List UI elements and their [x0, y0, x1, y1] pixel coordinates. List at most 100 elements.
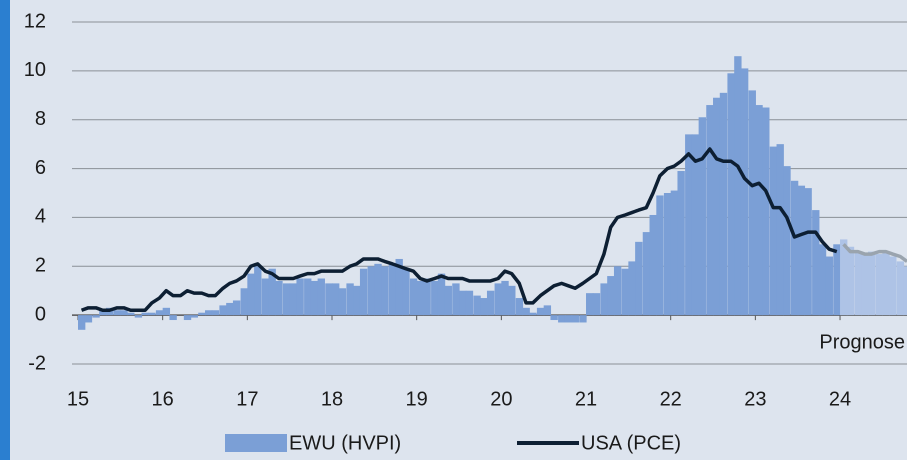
legend-label: EWU (HVPI) — [289, 432, 401, 454]
bar — [903, 266, 907, 316]
bar — [748, 90, 756, 316]
bar — [564, 315, 573, 323]
bar — [740, 68, 749, 316]
y-tick-label: 8 — [35, 108, 46, 130]
bar — [402, 268, 410, 316]
bar — [840, 239, 848, 316]
legend-label: USA (PCE) — [581, 432, 681, 454]
bar — [465, 290, 474, 316]
bar — [247, 273, 255, 316]
bar — [854, 251, 862, 316]
bar — [698, 117, 706, 316]
bar — [812, 210, 820, 316]
bar — [635, 241, 643, 316]
bar — [875, 254, 883, 316]
bar — [437, 273, 446, 316]
bar — [818, 244, 827, 316]
bar — [282, 283, 291, 316]
bar — [134, 315, 143, 318]
bar — [388, 263, 397, 316]
x-tick-label: 19 — [406, 388, 428, 410]
bar — [571, 315, 579, 323]
bar — [501, 280, 509, 316]
bar — [649, 214, 657, 316]
bar — [529, 312, 537, 316]
bar — [896, 261, 905, 316]
bar — [783, 166, 791, 316]
bar — [359, 268, 368, 316]
y-tick-label: 10 — [24, 59, 46, 81]
x-tick-label: 16 — [152, 388, 174, 410]
x-tick-label: 24 — [829, 388, 851, 410]
bar — [804, 188, 812, 316]
bar — [685, 134, 693, 316]
bar — [769, 146, 778, 316]
bar — [592, 293, 601, 316]
bar — [127, 312, 135, 316]
bar — [155, 310, 164, 316]
bar — [325, 283, 333, 316]
bar — [226, 302, 234, 316]
x-tick-label: 20 — [490, 388, 512, 410]
bar — [543, 305, 552, 316]
bar — [459, 290, 467, 316]
x-tick-label: 17 — [236, 388, 258, 410]
y-tick-label: 0 — [35, 303, 46, 325]
bar — [790, 180, 799, 316]
bar — [656, 195, 664, 316]
bar — [261, 278, 270, 316]
y-tick-label: 4 — [35, 206, 46, 228]
bar — [381, 266, 389, 316]
bar — [113, 310, 121, 316]
bar — [558, 315, 566, 323]
bar — [275, 280, 283, 316]
bar — [677, 171, 685, 316]
bar — [861, 254, 869, 316]
bar — [452, 283, 460, 316]
bar — [762, 107, 770, 316]
bar — [431, 280, 439, 316]
bar — [579, 315, 587, 323]
bar — [211, 310, 220, 316]
bar — [409, 278, 418, 316]
bar — [296, 278, 304, 316]
annotation: Prognose — [819, 331, 905, 353]
bar — [713, 97, 721, 316]
y-tick-label: 12 — [24, 10, 46, 32]
bar — [205, 310, 213, 316]
bar — [734, 56, 742, 316]
bar — [148, 312, 156, 316]
bar — [691, 134, 700, 316]
bar — [183, 315, 192, 321]
bar — [480, 298, 488, 316]
x-tick-label: 21 — [575, 388, 597, 410]
bar — [706, 105, 714, 316]
legend-swatch — [225, 434, 287, 452]
bar — [727, 73, 735, 316]
bar — [825, 256, 833, 316]
forecast-line — [842, 243, 907, 263]
bar — [304, 278, 312, 316]
x-tick-label: 15 — [67, 388, 89, 410]
bar — [536, 307, 545, 316]
bar — [190, 315, 198, 318]
bar — [444, 285, 452, 316]
y-tick-label: 2 — [35, 255, 46, 277]
bar — [508, 285, 516, 316]
bar — [473, 295, 481, 316]
bar — [353, 285, 361, 316]
side-stripe — [0, 0, 10, 460]
bar — [120, 310, 128, 316]
bar — [219, 305, 227, 316]
bar — [486, 290, 495, 316]
bar — [719, 92, 728, 316]
bar — [882, 251, 890, 316]
bar — [268, 268, 276, 316]
bar — [240, 288, 248, 316]
bar — [423, 278, 431, 316]
bar — [198, 312, 206, 316]
bar — [797, 185, 806, 316]
bar — [367, 266, 375, 316]
bar — [346, 283, 354, 316]
bar — [84, 315, 93, 323]
